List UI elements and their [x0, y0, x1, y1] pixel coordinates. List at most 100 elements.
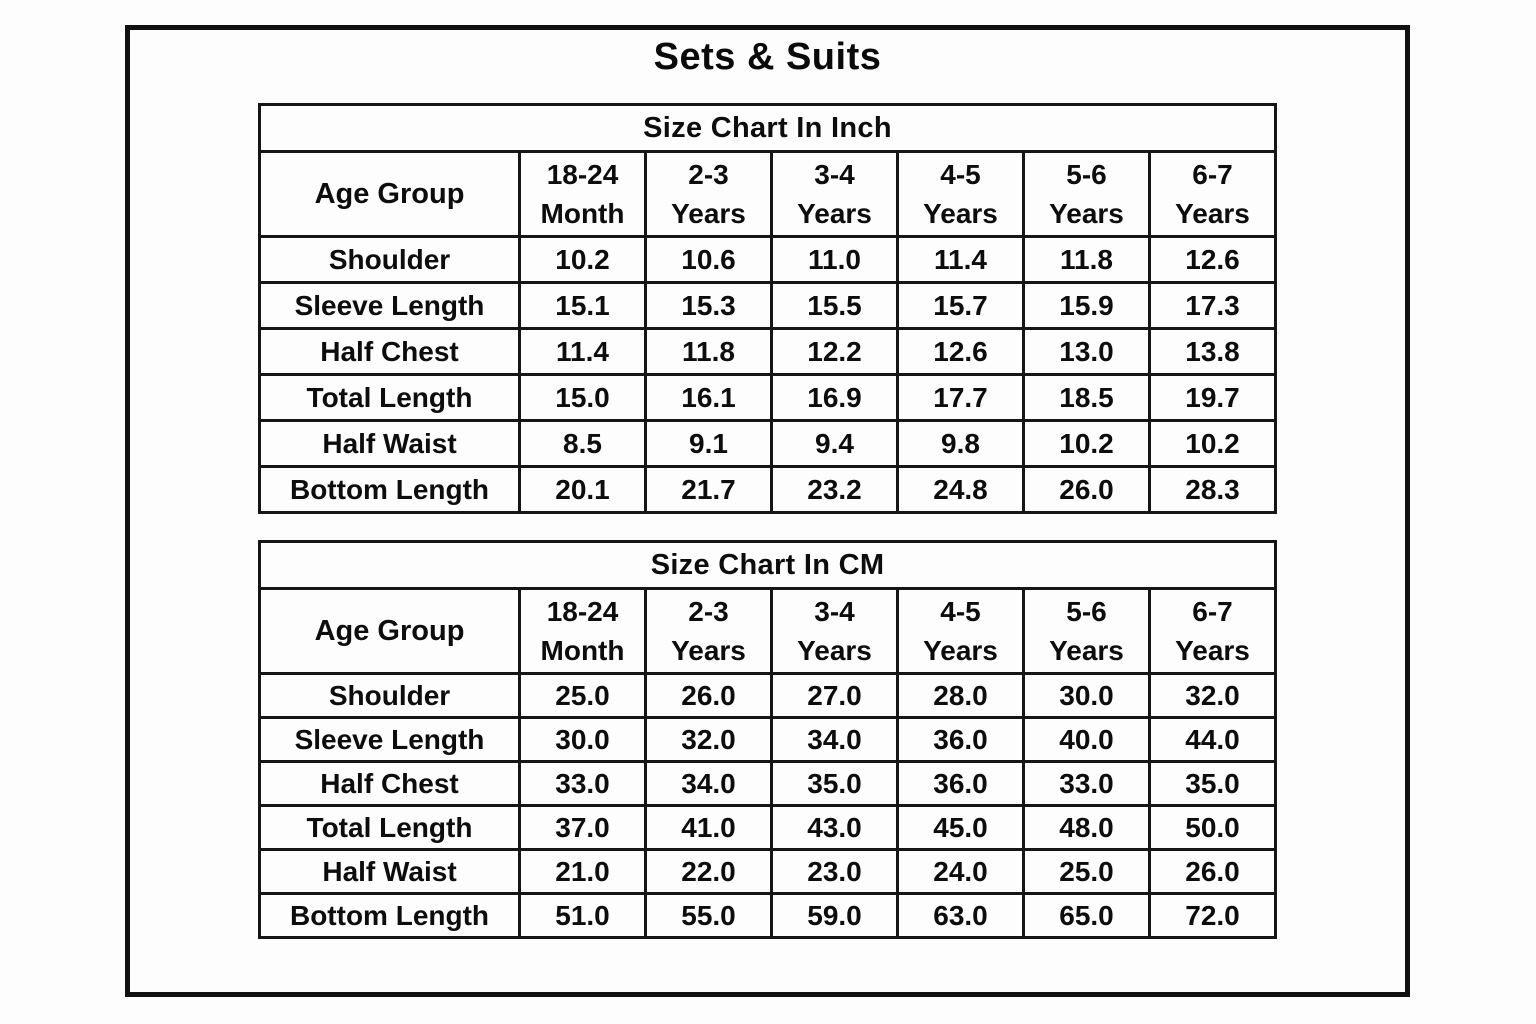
- table-title-row: Size Chart In Inch: [258, 103, 1277, 153]
- table-row: Half Waist 8.5 9.1 9.4 9.8 10.2 10.2: [258, 419, 1277, 468]
- row-label: Half Chest: [258, 760, 521, 807]
- column-header-line: 6-7: [1192, 158, 1233, 190]
- size-value: 10.6: [644, 235, 773, 284]
- size-value: 44.0: [1148, 716, 1277, 763]
- table-row: Sleeve Length 30.0 32.0 34.0 36.0 40.0 44.0: [258, 716, 1277, 763]
- column-header: 2-3 Years: [644, 150, 773, 238]
- table-row: Half Chest 11.4 11.8 12.2 12.6 13.0 13.8: [258, 327, 1277, 376]
- column-header: 6-7 Years: [1148, 587, 1277, 675]
- size-value: 27.0: [770, 672, 899, 719]
- table-row: Bottom Length 51.0 55.0 59.0 63.0 65.0 72.0: [258, 892, 1277, 939]
- row-label: Shoulder: [258, 235, 521, 284]
- corner-header: Age Group: [258, 150, 521, 238]
- column-header: 5-6 Years: [1022, 150, 1151, 238]
- size-value: 15.1: [518, 281, 647, 330]
- column-header: 2-3 Years: [644, 587, 773, 675]
- column-header-line: Years: [923, 198, 998, 229]
- table-row: Total Length 37.0 41.0 43.0 45.0 48.0 50.0: [258, 804, 1277, 851]
- column-header-line: Years: [923, 635, 998, 666]
- size-value: 45.0: [896, 804, 1025, 851]
- column-header: 3-4 Years: [770, 150, 899, 238]
- size-value: 15.7: [896, 281, 1025, 330]
- size-value: 33.0: [518, 760, 647, 807]
- size-value: 11.8: [644, 327, 773, 376]
- column-header: 18-24 Month: [518, 587, 647, 675]
- size-value: 10.2: [518, 235, 647, 284]
- size-value: 36.0: [896, 716, 1025, 763]
- size-value: 65.0: [1022, 892, 1151, 939]
- column-header-line: Years: [671, 635, 746, 666]
- column-header: 5-6 Years: [1022, 587, 1151, 675]
- size-value: 10.2: [1022, 419, 1151, 468]
- size-chart-cm-table: Size Chart In CM Age Group 18-24 Month 2-3 Ye…: [258, 540, 1277, 939]
- size-value: 40.0: [1022, 716, 1151, 763]
- size-value: 51.0: [518, 892, 647, 939]
- size-value: 28.3: [1148, 465, 1277, 514]
- size-value: 19.7: [1148, 373, 1277, 422]
- column-header: 6-7 Years: [1148, 150, 1277, 238]
- row-label: Shoulder: [258, 672, 521, 719]
- size-chart-inch-table: Size Chart In Inch Age Group 18-24 Month 2-3…: [258, 103, 1277, 514]
- column-header-line: Years: [1175, 635, 1250, 666]
- table-row: Shoulder 10.2 10.6 11.0 11.4 11.8 12.6: [258, 235, 1277, 284]
- row-label: Sleeve Length: [258, 716, 521, 763]
- size-value: 25.0: [518, 672, 647, 719]
- size-value: 15.0: [518, 373, 647, 422]
- size-value: 55.0: [644, 892, 773, 939]
- size-value: 23.2: [770, 465, 899, 514]
- row-label: Half Waist: [258, 848, 521, 895]
- table-title: Size Chart In Inch: [258, 103, 1277, 153]
- size-value: 8.5: [518, 419, 647, 468]
- size-value: 16.9: [770, 373, 899, 422]
- column-header: 3-4 Years: [770, 587, 899, 675]
- size-value: 30.0: [518, 716, 647, 763]
- size-value: 34.0: [770, 716, 899, 763]
- column-header-line: 3-4: [814, 595, 855, 627]
- size-value: 50.0: [1148, 804, 1277, 851]
- column-header-line: 3-4: [814, 158, 855, 190]
- page-title: Sets & Suits: [653, 36, 882, 78]
- size-value: 32.0: [1148, 672, 1277, 719]
- column-header-line: 2-3: [688, 158, 729, 190]
- size-value: 11.0: [770, 235, 899, 284]
- size-value: 13.0: [1022, 327, 1151, 376]
- size-value: 26.0: [1022, 465, 1151, 514]
- column-header-line: Month: [540, 635, 625, 666]
- table-row: Shoulder 25.0 26.0 27.0 28.0 30.0 32.0: [258, 672, 1277, 719]
- column-header-line: 4-5: [940, 595, 981, 627]
- table-row: Half Chest 33.0 34.0 35.0 36.0 33.0 35.0: [258, 760, 1277, 807]
- size-value: 9.4: [770, 419, 899, 468]
- size-value: 35.0: [770, 760, 899, 807]
- column-header-line: Years: [1049, 635, 1124, 666]
- column-header: 18-24 Month: [518, 150, 647, 238]
- size-value: 11.4: [896, 235, 1025, 284]
- size-value: 20.1: [518, 465, 647, 514]
- row-label: Half Chest: [258, 327, 521, 376]
- row-label: Bottom Length: [258, 892, 521, 939]
- column-header-line: Years: [671, 198, 746, 229]
- table-row: Bottom Length 20.1 21.7 23.2 24.8 26.0 28.3: [258, 465, 1277, 514]
- row-label: Bottom Length: [258, 465, 521, 514]
- size-value: 59.0: [770, 892, 899, 939]
- size-value: 32.0: [644, 716, 773, 763]
- table-title-row: Size Chart In CM: [258, 540, 1277, 590]
- row-label: Total Length: [258, 373, 521, 422]
- size-value: 13.8: [1148, 327, 1277, 376]
- table-row: Half Waist 21.0 22.0 23.0 24.0 25.0 26.0: [258, 848, 1277, 895]
- column-header-line: Month: [540, 198, 625, 229]
- column-header: 4-5 Years: [896, 150, 1025, 238]
- column-header-line: 5-6: [1066, 158, 1107, 190]
- table-row: Total Length 15.0 16.1 16.9 17.7 18.5 19.7: [258, 373, 1277, 422]
- size-value: 26.0: [1148, 848, 1277, 895]
- size-value: 24.0: [896, 848, 1025, 895]
- size-value: 12.6: [896, 327, 1025, 376]
- column-header-line: 4-5: [940, 158, 981, 190]
- size-value: 18.5: [1022, 373, 1151, 422]
- size-value: 17.7: [896, 373, 1025, 422]
- size-value: 33.0: [1022, 760, 1151, 807]
- column-header-line: Years: [1175, 198, 1250, 229]
- column-header-row: Age Group 18-24 Month 2-3 Years 3-4 Years 4-5 Ye…: [258, 150, 1277, 238]
- size-value: 28.0: [896, 672, 1025, 719]
- size-value: 36.0: [896, 760, 1025, 807]
